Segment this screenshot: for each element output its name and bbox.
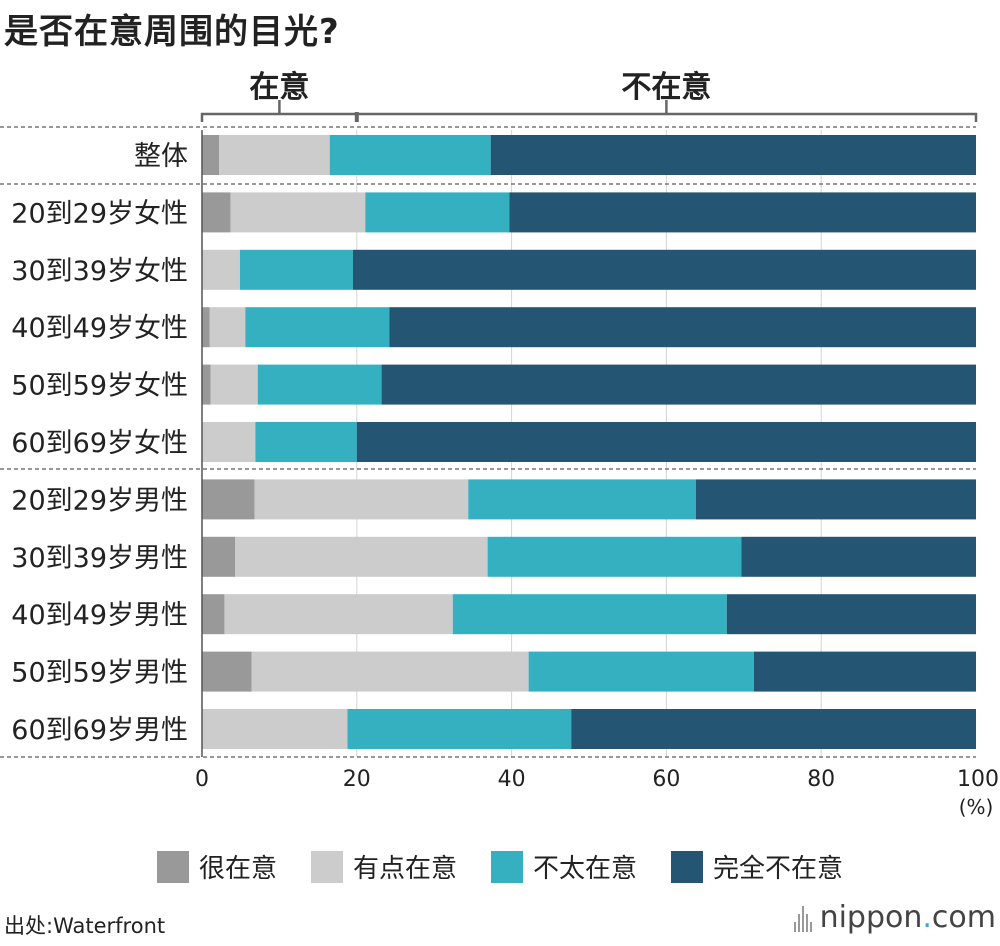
group-header-not-care: 不在意: [621, 70, 712, 105]
bar-10-not-at-all: [753, 651, 976, 692]
legend-label-not-much: 不太在意: [533, 854, 638, 884]
bar-5-not-at-all: [381, 364, 976, 405]
legend-label-not-at-all: 完全不在意: [713, 854, 844, 884]
legend-swatch-very-care: [156, 850, 189, 883]
category-label-4: 40到49岁女性: [11, 313, 188, 344]
legend-swatch-somewhat-care: [310, 850, 343, 883]
brand-suffix: com: [931, 900, 996, 935]
category-label-8: 30到39岁男性: [11, 543, 188, 574]
group-header-care: 在意: [249, 70, 310, 105]
bar-6-not-much: [255, 422, 357, 462]
brand-logo: nippon. com: [793, 900, 996, 935]
bar-1-not-much: [329, 135, 491, 175]
bar-2-somewhat-care: [230, 192, 366, 233]
bar-3-not-much: [239, 249, 353, 290]
group-bracket: [200, 112, 978, 122]
bar-2-not-much: [365, 192, 510, 233]
category-label-9: 40到49岁男性: [11, 600, 188, 631]
bar-9-not-much: [452, 594, 727, 635]
bar-4-not-at-all: [389, 307, 977, 348]
bar-8-somewhat-care: [235, 536, 488, 577]
bar-6-somewhat-care: [202, 422, 256, 462]
category-label-6: 60到69岁女性: [11, 428, 188, 459]
category-label-3: 30到39岁女性: [11, 256, 188, 287]
bar-5-very-care: [202, 364, 211, 405]
category-label-5: 50到59岁女性: [11, 371, 188, 402]
bar-10-very-care: [202, 651, 252, 692]
bar-8-not-at-all: [741, 536, 976, 577]
brand-dot: .: [922, 900, 932, 935]
x-tick-label-40: 40: [498, 767, 526, 792]
bar-6-not-at-all: [356, 422, 976, 462]
bar-4-not-much: [245, 307, 390, 348]
x-tick-label-0: 0: [195, 767, 209, 792]
x-tick-label-100: 100: [957, 767, 999, 792]
bar-4-very-care: [202, 307, 210, 348]
legend-item-not-much: 不太在意: [491, 848, 637, 885]
bar-1-not-at-all: [490, 135, 976, 175]
brand-name: nippon: [819, 900, 923, 935]
bar-7-not-much: [468, 479, 696, 520]
stacked-bar-chart: 整体 20到29岁女性 30到39岁女性 40到49岁女性 50到59岁女性 60到69岁…: [0, 100, 999, 819]
x-axis-unit: (%): [959, 795, 994, 819]
bar-7-very-care: [202, 479, 255, 520]
category-label-7: 20到29岁男性: [11, 485, 188, 516]
bar-8-very-care: [202, 536, 236, 577]
legend-label-very-care: 很在意: [198, 854, 277, 884]
bar-10-somewhat-care: [251, 651, 529, 692]
legend-swatch-not-at-all: [671, 850, 704, 883]
x-tick-label-80: 80: [807, 767, 835, 792]
bar-9-somewhat-care: [224, 594, 453, 635]
bar-5-not-much: [257, 364, 382, 405]
source-note: 出处:Waterfront: [4, 914, 166, 938]
legend-label-somewhat-care: 有点在意: [352, 854, 457, 884]
chart-title: 是否在意周围的目光?: [4, 12, 340, 52]
x-tick-label-60: 60: [652, 767, 680, 792]
bar-7-somewhat-care: [254, 479, 469, 520]
bar-10-not-much: [528, 651, 754, 692]
brand-sound-icon: [793, 904, 812, 932]
bar-3-somewhat-care: [202, 249, 240, 290]
legend-item-very-care: 很在意: [156, 848, 277, 885]
legend-item-somewhat-care: 有点在意: [310, 848, 457, 885]
category-label-11: 60到69岁男性: [11, 715, 188, 746]
bar-11-somewhat-care: [202, 709, 348, 749]
bar-9-not-at-all: [726, 594, 976, 635]
bar-2-very-care: [202, 192, 231, 233]
bar-3-not-at-all: [352, 249, 976, 290]
bar-2-not-at-all: [509, 192, 976, 233]
bar-4-somewhat-care: [209, 307, 246, 348]
legend-swatch-not-much: [491, 850, 523, 883]
x-tick-label-20: 20: [343, 767, 371, 792]
bar-11-not-much: [347, 709, 572, 749]
category-label-1: 整体: [134, 141, 188, 172]
category-label-2: 20到29岁女性: [11, 198, 188, 229]
bar-5-somewhat-care: [210, 364, 258, 405]
bar-11-not-at-all: [571, 709, 976, 749]
bar-7-not-at-all: [695, 479, 976, 520]
category-label-10: 50到59岁男性: [11, 658, 188, 689]
bar-9-very-care: [202, 594, 225, 635]
bar-1-very-care: [202, 135, 220, 175]
legend: 很在意 有点在意 不太在意 完全不在意: [0, 848, 1000, 885]
bar-1-somewhat-care: [219, 135, 330, 175]
legend-item-not-at-all: 完全不在意: [671, 848, 843, 885]
bar-8-not-much: [487, 536, 742, 577]
